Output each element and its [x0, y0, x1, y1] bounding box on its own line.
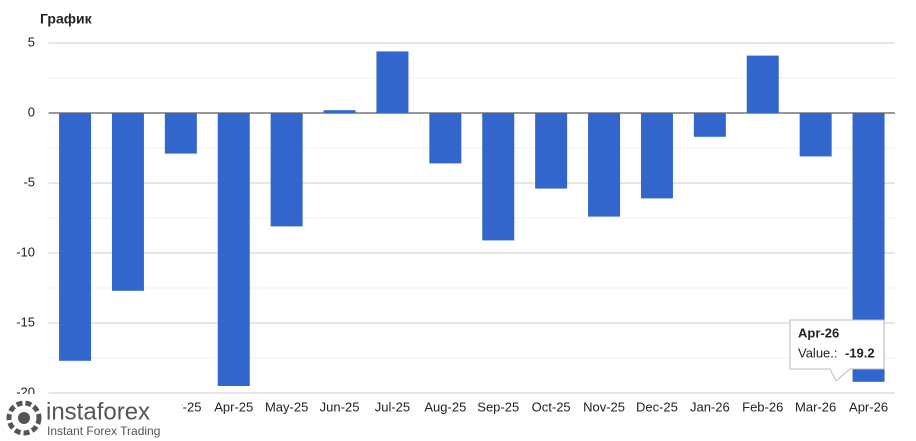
- tooltip: Apr-26 Value.: -19.2: [789, 319, 885, 382]
- x-tick-label: Mar-26: [795, 399, 836, 414]
- bar: [323, 110, 356, 113]
- bar: [376, 51, 409, 113]
- y-tick-label: 5: [28, 34, 35, 49]
- bar: [59, 113, 92, 361]
- x-tick-label: Jul-25: [375, 399, 410, 414]
- chart-title: График: [40, 11, 93, 27]
- x-tick-label: May-25: [265, 399, 308, 414]
- bar: [640, 113, 673, 199]
- bar: [535, 113, 568, 189]
- watermark-icon-core: [18, 412, 30, 424]
- bar: [111, 113, 144, 291]
- y-tick-label: -15: [16, 314, 35, 329]
- x-tick-label: Oct-25: [532, 399, 571, 414]
- x-tick-label: Dec-25: [636, 399, 678, 414]
- tooltip-box: [789, 319, 885, 382]
- x-tick-label: Feb-26: [742, 399, 783, 414]
- bar: [693, 113, 726, 137]
- x-tick-label: Jun-25: [320, 399, 360, 414]
- tooltip-category: Apr-26: [798, 325, 839, 340]
- x-tick-label: Aug-25: [424, 399, 466, 414]
- watermark-tagline: Instant Forex Trading: [47, 424, 160, 438]
- bar: [799, 113, 832, 157]
- y-tick-label: -10: [16, 244, 35, 259]
- x-tick-label: Apr-26: [849, 399, 888, 414]
- bar: [588, 113, 621, 217]
- tooltip-value: -19.2: [845, 345, 875, 360]
- watermark-icon: [6, 400, 42, 436]
- y-tick-label: -5: [23, 174, 35, 189]
- watermark-brand: instaforex: [46, 398, 150, 425]
- y-tick-label: 0: [28, 104, 35, 119]
- bar: [746, 55, 779, 113]
- x-tick-label: Nov-25: [583, 399, 625, 414]
- bar: [270, 113, 303, 227]
- bar: [164, 113, 197, 154]
- bar: [217, 113, 250, 386]
- bar: [482, 113, 515, 241]
- x-tick-label: Jan-26: [690, 399, 730, 414]
- bar: [429, 113, 462, 164]
- x-tick-label: Apr-25: [214, 399, 253, 414]
- x-tick-label: Sep-25: [477, 399, 519, 414]
- tooltip-label: Value.:: [798, 345, 838, 360]
